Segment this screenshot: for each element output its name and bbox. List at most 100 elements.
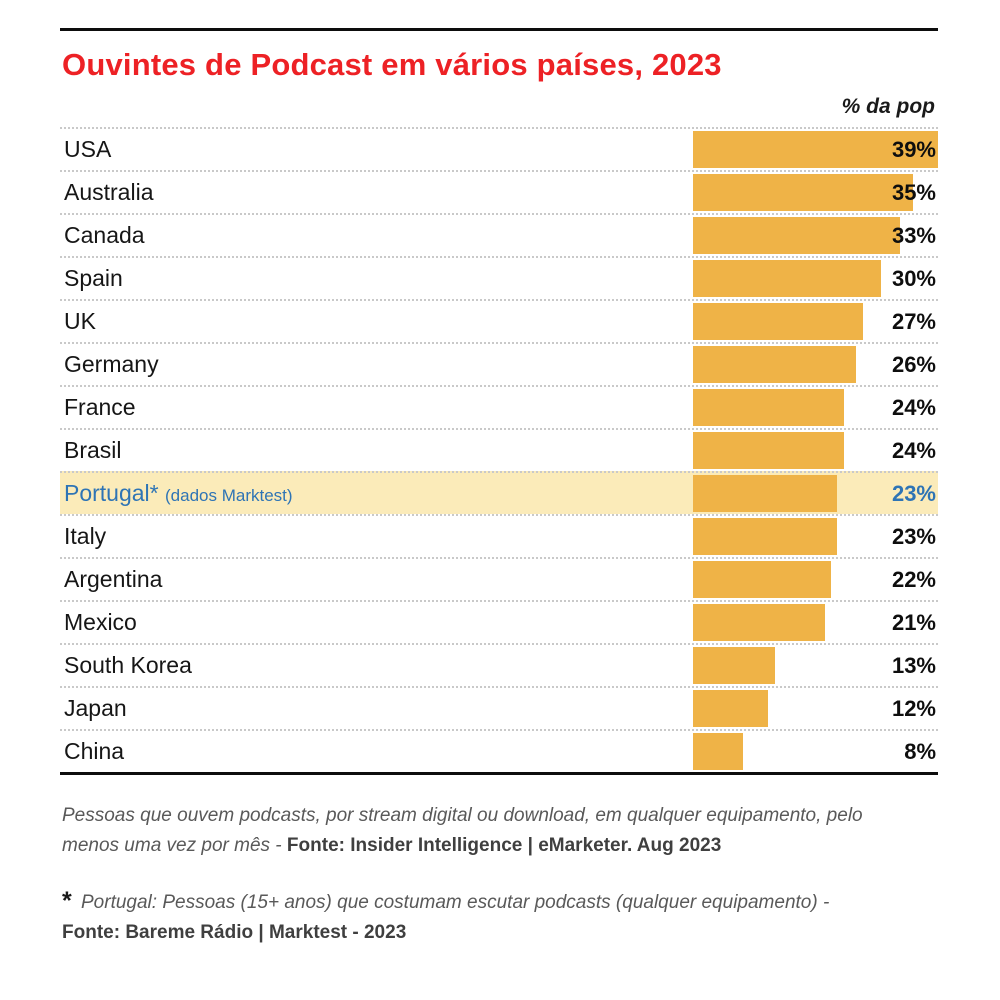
footnote-1-source: Fonte: Insider Intelligence | eMarketer.… [286, 835, 722, 856]
country-name: Spain [64, 265, 123, 291]
table-row: Australia 35% [60, 170, 938, 213]
table-row: UK 27% [60, 299, 938, 342]
country-annotation: (dados Marktest) [165, 486, 293, 505]
country-label: Argentina [60, 566, 693, 593]
country-label: Portugal* (dados Marktest) [60, 480, 693, 507]
country-label: Japan [60, 695, 693, 722]
value-label: 22% [891, 566, 936, 592]
country-label: France [60, 394, 693, 421]
asterisk-marker: * [62, 887, 72, 915]
table-row: Canada 33% [60, 213, 938, 256]
footnote-source-1: Pessoas que ouvem podcasts, por stream d… [60, 801, 868, 861]
country-name: China [64, 738, 125, 764]
value-label: 35% [891, 179, 936, 205]
bar-area: 22% [693, 559, 938, 600]
value-bar [693, 260, 882, 297]
table-row: Italy 23% [60, 514, 938, 557]
bar-area: 35% [693, 172, 938, 213]
table-row: Portugal* (dados Marktest) 23% [60, 471, 938, 514]
footnote-2-text: Portugal: Pessoas (15+ anos) que costuma… [75, 892, 830, 913]
country-label: Brasil [60, 437, 693, 464]
bar-area: 12% [693, 688, 938, 729]
table-row: Japan 12% [60, 686, 938, 729]
table-row: Germany 26% [60, 342, 938, 385]
bar-area: 33% [693, 215, 938, 256]
footnote-1-text: Pessoas que ouvem podcasts, por stream d… [62, 805, 863, 856]
bar-area: 27% [693, 301, 938, 342]
value-bar [693, 733, 744, 770]
chart-page: Ouvintes de Podcast em vários países, 20… [60, 28, 938, 948]
country-name: USA [64, 136, 112, 162]
country-name: Argentina [64, 566, 163, 592]
country-name: Canada [64, 222, 145, 248]
table-row: France 24% [60, 385, 938, 428]
value-label: 24% [891, 394, 936, 420]
value-bar [693, 475, 838, 512]
bar-area: 8% [693, 731, 938, 772]
bar-area: 21% [693, 602, 938, 643]
bar-area: 13% [693, 645, 938, 686]
country-label: China [60, 738, 693, 765]
value-bar [693, 432, 844, 469]
country-name: Mexico [64, 609, 137, 635]
table-row: USA 39% [60, 127, 938, 170]
country-label: UK [60, 308, 693, 335]
footnote-2-source: Fonte: Bareme Rádio | Marktest - 2023 [62, 922, 407, 943]
table-row: Argentina 22% [60, 557, 938, 600]
country-name: Japan [64, 695, 127, 721]
value-label: 13% [891, 652, 936, 678]
value-label: 33% [891, 222, 936, 248]
value-bar [693, 303, 863, 340]
country-label: Spain [60, 265, 693, 292]
value-bar [693, 690, 769, 727]
top-divider [60, 28, 938, 31]
value-bar [693, 389, 844, 426]
bar-area: 23% [693, 516, 938, 557]
value-label: 23% [891, 480, 936, 506]
country-label: Italy [60, 523, 693, 550]
value-label: 8% [904, 738, 936, 764]
country-label: Mexico [60, 609, 693, 636]
bar-area: 24% [693, 430, 938, 471]
table-row: Brasil 24% [60, 428, 938, 471]
value-label: 39% [891, 136, 936, 162]
country-label: Australia [60, 179, 693, 206]
value-label: 26% [891, 351, 936, 377]
country-label: Germany [60, 351, 693, 378]
value-label: 30% [891, 265, 936, 291]
chart-rows: USA 39% Australia 35% Canada 33% Spain [60, 127, 938, 775]
country-label: Canada [60, 222, 693, 249]
table-row: South Korea 13% [60, 643, 938, 686]
bar-area: 39% [693, 129, 938, 170]
country-name: Portugal* [64, 480, 159, 506]
country-name: UK [64, 308, 96, 334]
value-label: 27% [891, 308, 936, 334]
value-bar [693, 217, 901, 254]
bar-area: 24% [693, 387, 938, 428]
table-row: China 8% [60, 729, 938, 772]
bar-area: 23% [693, 473, 938, 514]
value-label: 21% [891, 609, 936, 635]
country-label: South Korea [60, 652, 693, 679]
bar-area: 26% [693, 344, 938, 385]
country-name: Italy [64, 523, 107, 549]
country-name: Germany [64, 351, 159, 377]
value-label: 24% [891, 437, 936, 463]
page-title: Ouvintes de Podcast em vários países, 20… [62, 47, 722, 82]
value-bar [693, 346, 857, 383]
value-bar [693, 174, 913, 211]
value-label: 23% [891, 523, 936, 549]
country-label: USA [60, 136, 693, 163]
footnote-source-2: * Portugal: Pessoas (15+ anos) que costu… [60, 886, 868, 948]
country-name: South Korea [64, 652, 192, 678]
table-row: Mexico 21% [60, 600, 938, 643]
country-name: Brasil [64, 437, 122, 463]
value-bar [693, 647, 775, 684]
value-label: 12% [891, 695, 936, 721]
value-bar [693, 604, 825, 641]
country-name: Australia [64, 179, 154, 205]
unit-axis-label: % da pop [841, 95, 935, 118]
table-row: Spain 30% [60, 256, 938, 299]
value-bar [693, 131, 938, 168]
bar-area: 30% [693, 258, 938, 299]
